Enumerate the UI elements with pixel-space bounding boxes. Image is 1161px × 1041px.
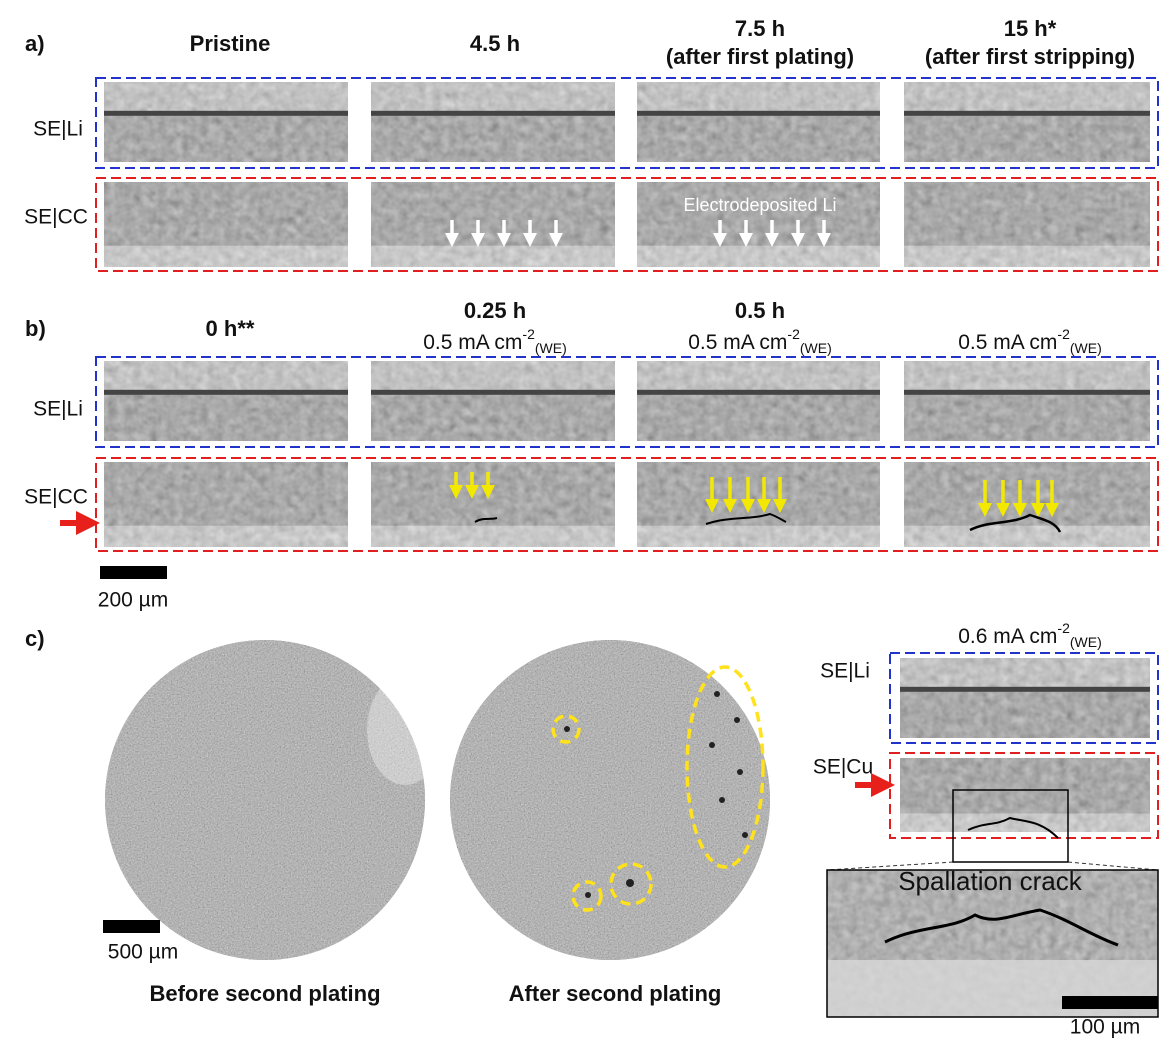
- column-title: 0 h**: [206, 316, 255, 341]
- row-label: SE|CC: [24, 206, 88, 229]
- text: 0.5 mA cm: [958, 331, 1057, 354]
- row-label: SE|CC: [24, 486, 88, 509]
- column-title: 7.5 h: [735, 16, 785, 41]
- sup: -2: [1057, 326, 1070, 342]
- interface: [900, 687, 1150, 692]
- collector-band: [900, 814, 1150, 833]
- grains: [637, 395, 880, 441]
- collector-band: [371, 246, 615, 267]
- micrograph: [105, 640, 425, 960]
- collector-band: [371, 526, 615, 547]
- current-density: 0.5 mA cm-2(WE): [958, 326, 1102, 356]
- interface: [904, 111, 1150, 116]
- scale-bar-label: 200 µm: [98, 589, 168, 612]
- sub: (WE): [1070, 340, 1102, 356]
- sub: (WE): [535, 340, 567, 356]
- collector-band: [637, 526, 880, 547]
- grains: [104, 395, 348, 441]
- row-label: SE|Li: [33, 398, 83, 421]
- figure: a) Pristine 4.5 h 7.5 h (after first pla…: [0, 0, 1161, 1041]
- collector-band: [104, 246, 348, 267]
- grains: [904, 116, 1150, 162]
- scale-bar: [1062, 996, 1158, 1009]
- column-title: Pristine: [190, 31, 271, 56]
- current-density: 0.5 mA cm-2(WE): [688, 326, 832, 356]
- current-density: 0.6 mA cm-2(WE): [958, 620, 1102, 650]
- interface: [371, 390, 615, 395]
- column-subtitle: (after first stripping): [925, 44, 1135, 69]
- panel-label: a): [25, 31, 45, 56]
- sup: -2: [787, 326, 800, 342]
- grains: [637, 116, 880, 162]
- panel-label: b): [25, 316, 46, 341]
- scale-bar: [103, 920, 160, 933]
- column-title: 0.25 h: [464, 298, 526, 323]
- image-caption: Before second plating: [149, 981, 380, 1006]
- interface: [104, 390, 348, 395]
- scale-bar-label: 100 µm: [1070, 1016, 1140, 1039]
- annotation: Electrodeposited Li: [683, 195, 836, 215]
- sub: (WE): [1070, 634, 1102, 650]
- grains: [900, 692, 1150, 738]
- text: 0.6 mA cm: [958, 625, 1057, 648]
- collector-band: [637, 246, 880, 267]
- grains: [104, 116, 348, 162]
- grains: [371, 116, 615, 162]
- column-subtitle: (after first plating): [666, 44, 854, 69]
- row-label: SE|Cu: [813, 756, 873, 779]
- scale-bar: [100, 566, 167, 579]
- interface: [637, 390, 880, 395]
- sup: -2: [1057, 620, 1070, 636]
- interface: [104, 111, 348, 116]
- text: 0.5 mA cm: [423, 331, 522, 354]
- interface: [371, 111, 615, 116]
- sub: (WE): [800, 340, 832, 356]
- column-title: 0.5 h: [735, 298, 785, 323]
- grains: [371, 395, 615, 441]
- bright-region: [367, 675, 443, 785]
- row-label: SE|Li: [33, 118, 83, 141]
- interface: [904, 390, 1150, 395]
- grains: [904, 395, 1150, 441]
- collector-band: [104, 526, 348, 547]
- column-title: 15 h*: [1004, 16, 1057, 41]
- text: 0.5 mA cm: [688, 331, 787, 354]
- inset-title: Spallation crack: [898, 866, 1083, 896]
- row-label: SE|Li: [820, 660, 870, 683]
- scale-bar-label: 500 µm: [108, 941, 178, 964]
- collector-band: [904, 246, 1150, 267]
- panel-label: c): [25, 626, 45, 651]
- sup: -2: [522, 326, 535, 342]
- interface: [637, 111, 880, 116]
- image-caption: After second plating: [509, 981, 722, 1006]
- column-title: 4.5 h: [470, 31, 520, 56]
- current-density: 0.5 mA cm-2(WE): [423, 326, 567, 356]
- collector-band: [904, 526, 1150, 547]
